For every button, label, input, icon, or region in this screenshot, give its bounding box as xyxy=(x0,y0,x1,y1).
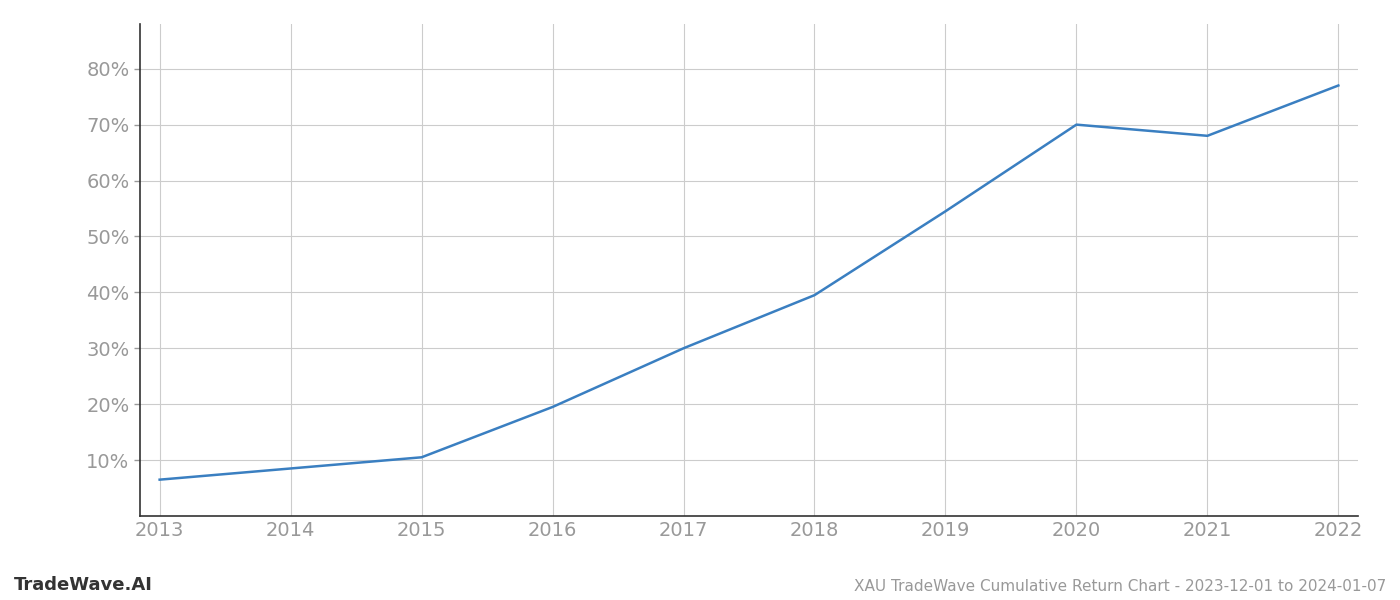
Text: TradeWave.AI: TradeWave.AI xyxy=(14,576,153,594)
Text: XAU TradeWave Cumulative Return Chart - 2023-12-01 to 2024-01-07: XAU TradeWave Cumulative Return Chart - … xyxy=(854,579,1386,594)
